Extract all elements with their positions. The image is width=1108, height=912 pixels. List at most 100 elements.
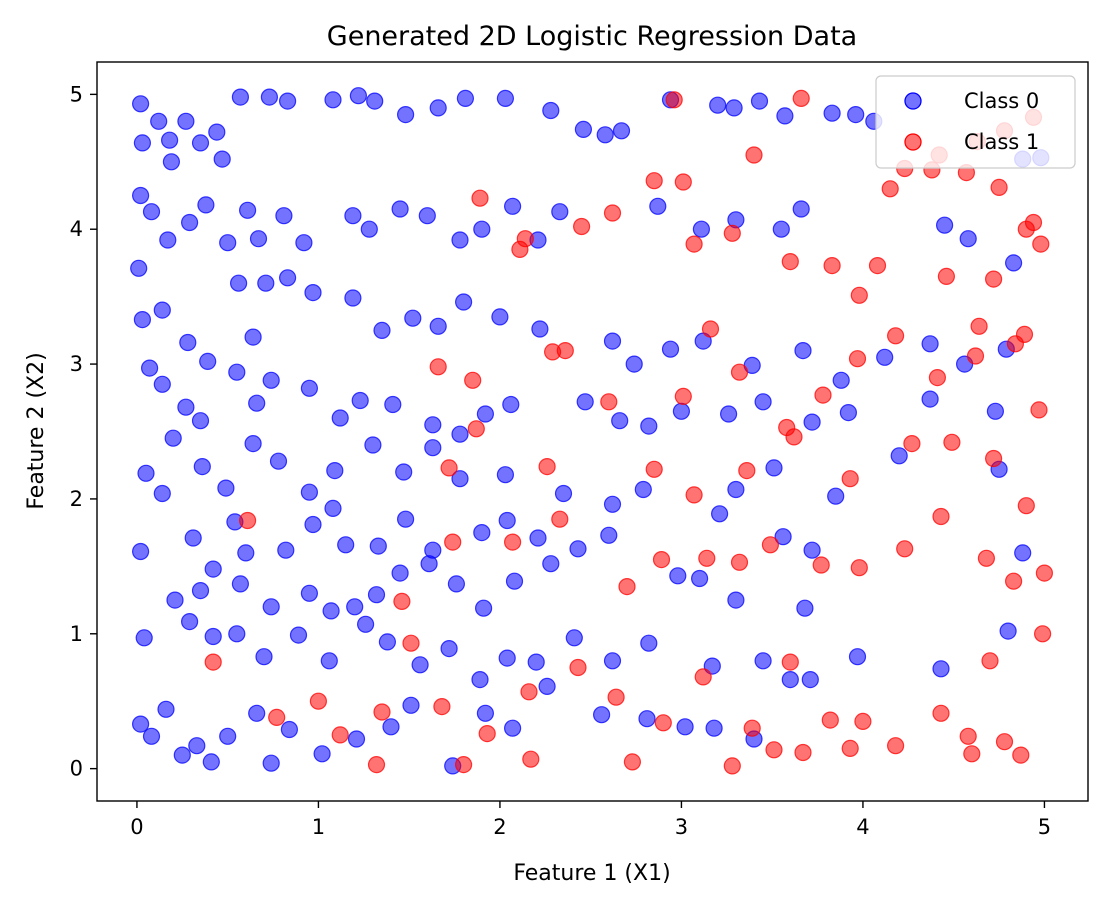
data-point-class-0 xyxy=(603,495,622,513)
data-point-class-0 xyxy=(248,704,266,722)
data-point-class-1 xyxy=(1024,213,1043,232)
data-point-class-0 xyxy=(255,648,273,666)
data-point-class-1 xyxy=(792,89,810,108)
data-point-class-1 xyxy=(694,668,712,686)
data-point-class-0 xyxy=(921,335,939,353)
data-point-class-0 xyxy=(498,649,516,667)
data-point-class-0 xyxy=(369,537,387,555)
data-point-class-0 xyxy=(1004,254,1023,272)
data-point-class-0 xyxy=(692,220,711,238)
legend-marker-class-0 xyxy=(904,92,922,110)
data-point-class-1 xyxy=(723,224,741,242)
data-point-class-0 xyxy=(153,484,171,503)
data-point-class-0 xyxy=(289,626,308,644)
data-point-class-1 xyxy=(794,743,812,762)
data-point-class-1 xyxy=(665,91,683,109)
x-tick-label: 1 xyxy=(312,815,325,839)
data-point-class-0 xyxy=(347,730,366,748)
data-point-class-1 xyxy=(881,180,899,198)
data-point-class-0 xyxy=(344,207,362,225)
data-point-class-1 xyxy=(367,755,386,774)
data-point-class-1 xyxy=(943,433,961,451)
data-point-class-1 xyxy=(781,253,799,271)
data-point-class-0 xyxy=(228,363,246,381)
data-point-class-0 xyxy=(625,355,643,373)
data-point-class-0 xyxy=(142,727,161,745)
y-tick-label: 1 xyxy=(70,622,83,646)
data-point-class-0 xyxy=(672,402,691,420)
data-point-class-0 xyxy=(725,99,743,117)
data-point-class-0 xyxy=(132,542,150,561)
data-point-class-0 xyxy=(135,629,153,647)
y-axis-label: Feature 2 (X2) xyxy=(24,352,49,509)
data-point-class-1 xyxy=(467,420,485,438)
y-tick-label: 3 xyxy=(70,352,83,376)
data-point-class-1 xyxy=(603,204,622,222)
data-point-class-0 xyxy=(794,342,812,360)
data-point-class-0 xyxy=(638,710,656,728)
data-point-class-1 xyxy=(685,486,703,504)
data-point-class-0 xyxy=(527,653,545,671)
data-point-class-0 xyxy=(275,207,293,225)
data-point-class-1 xyxy=(984,270,1003,288)
data-point-class-1 xyxy=(823,257,841,275)
data-point-class-1 xyxy=(402,634,420,652)
data-point-class-0 xyxy=(300,584,318,602)
data-point-class-0 xyxy=(592,706,611,724)
data-point-class-0 xyxy=(208,123,226,141)
data-point-class-0 xyxy=(611,412,629,430)
data-point-class-0 xyxy=(132,95,150,113)
data-point-class-1 xyxy=(1035,564,1054,582)
data-point-class-0 xyxy=(429,317,447,335)
data-point-class-0 xyxy=(237,544,255,562)
data-point-class-0 xyxy=(166,591,184,609)
data-point-class-1 xyxy=(618,577,636,596)
data-point-class-1 xyxy=(886,737,905,755)
data-point-class-1 xyxy=(652,550,671,569)
data-point-class-1 xyxy=(903,435,921,453)
data-point-class-0 xyxy=(337,536,355,554)
data-point-class-1 xyxy=(928,369,947,387)
data-point-class-1 xyxy=(239,511,257,530)
data-point-class-1 xyxy=(520,683,538,701)
data-point-class-0 xyxy=(502,395,520,414)
data-point-class-0 xyxy=(157,700,175,718)
data-point-class-0 xyxy=(754,393,772,411)
data-point-class-0 xyxy=(132,186,150,205)
data-point-class-0 xyxy=(498,511,516,530)
data-point-class-0 xyxy=(277,541,295,559)
data-point-class-0 xyxy=(249,230,268,248)
data-point-class-0 xyxy=(765,459,783,477)
data-point-class-0 xyxy=(239,201,257,219)
data-point-class-0 xyxy=(349,87,367,105)
data-point-class-0 xyxy=(554,484,573,503)
data-point-class-0 xyxy=(551,203,569,221)
data-point-class-0 xyxy=(391,564,409,582)
data-point-class-0 xyxy=(228,625,246,643)
data-point-class-1 xyxy=(730,363,749,381)
data-point-class-0 xyxy=(839,404,858,422)
data-point-class-0 xyxy=(565,629,583,647)
data-point-class-0 xyxy=(331,409,349,427)
data-point-class-0 xyxy=(576,393,594,411)
data-point-class-0 xyxy=(280,720,298,739)
data-point-class-0 xyxy=(848,648,867,666)
x-tick-label: 2 xyxy=(493,815,506,839)
data-point-class-1 xyxy=(444,533,462,551)
data-point-class-0 xyxy=(476,704,494,722)
data-point-class-0 xyxy=(132,715,150,733)
data-point-class-1 xyxy=(373,703,391,721)
data-point-class-0 xyxy=(796,599,814,617)
data-point-class-0 xyxy=(346,598,364,616)
data-point-class-0 xyxy=(231,575,249,593)
data-point-class-1 xyxy=(812,556,830,574)
data-point-class-1 xyxy=(204,653,222,671)
data-point-class-0 xyxy=(324,91,342,109)
data-point-class-1 xyxy=(745,146,763,164)
data-point-class-1 xyxy=(478,724,496,743)
data-point-class-0 xyxy=(179,333,197,352)
data-point-class-0 xyxy=(774,528,792,546)
data-point-class-1 xyxy=(850,559,868,577)
data-point-class-1 xyxy=(886,327,905,345)
data-point-class-0 xyxy=(300,483,318,501)
